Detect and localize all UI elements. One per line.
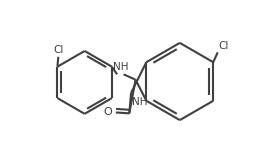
Text: Cl: Cl: [219, 41, 229, 51]
Text: NH: NH: [112, 62, 128, 72]
Text: NH: NH: [132, 97, 147, 107]
Text: Cl: Cl: [53, 45, 63, 55]
Text: O: O: [104, 107, 112, 118]
